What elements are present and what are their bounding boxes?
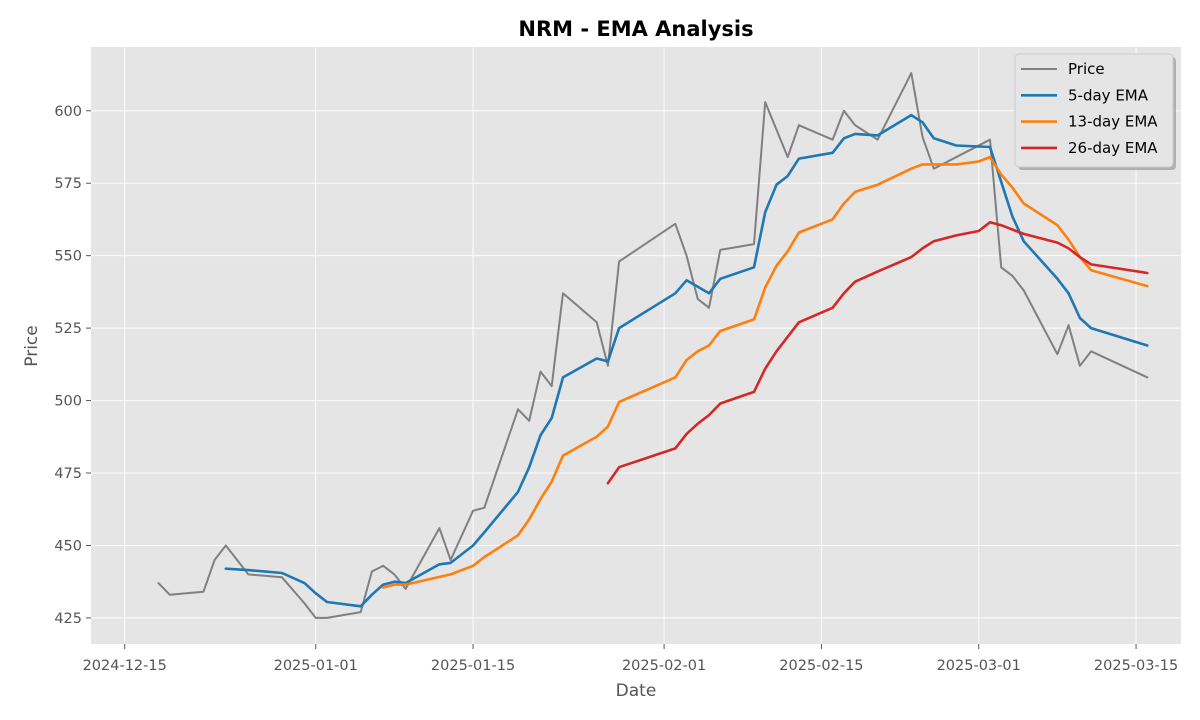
y-tick-label: 600: [54, 104, 82, 120]
legend: Price 5-day EMA 13-day EMA 26-day EMA: [1014, 53, 1176, 170]
series-lines: [157, 72, 1149, 619]
x-tick-label: 2025-03-15: [1094, 658, 1178, 674]
chart-title: NRM - EMA Analysis: [518, 17, 753, 41]
y-axis-label: Price: [22, 325, 42, 366]
series-line-price: [157, 72, 1149, 619]
y-tick-label: 425: [54, 611, 82, 627]
x-axis-label: Date: [616, 681, 657, 701]
y-tick-label: 550: [54, 249, 82, 265]
plot-area: [91, 47, 1181, 644]
legend-label-26-day-ema: 26-day EMA: [1068, 139, 1158, 157]
x-tick-label: 2025-02-15: [779, 658, 863, 674]
series-line-5-day-ema: [224, 113, 1149, 608]
series-line-13-day-ema: [381, 155, 1149, 589]
y-tick-label: 500: [54, 394, 82, 410]
axis-ticks: 2024-12-15 2025-01-01 2025-01-15 2025-02-01…: [54, 104, 1178, 674]
legend-label-13-day-ema: 13-day EMA: [1068, 113, 1158, 131]
series-line-26-day-ema: [606, 221, 1149, 485]
x-tick-label: 2025-01-15: [431, 658, 515, 674]
x-tick-label: 2025-02-01: [622, 658, 706, 674]
y-tick-label: 575: [54, 176, 82, 192]
legend-label-5-day-ema: 5-day EMA: [1068, 86, 1149, 104]
x-tick-label: 2025-03-01: [937, 658, 1021, 674]
legend-label-price: Price: [1068, 60, 1105, 78]
y-tick-label: 450: [54, 538, 82, 554]
y-tick-label: 525: [54, 321, 82, 337]
x-tick-label: 2024-12-15: [83, 658, 167, 674]
legend-box: [1014, 53, 1174, 168]
y-tick-label: 475: [54, 466, 82, 482]
grid: [91, 47, 1181, 644]
x-tick-label: 2025-01-01: [274, 658, 358, 674]
